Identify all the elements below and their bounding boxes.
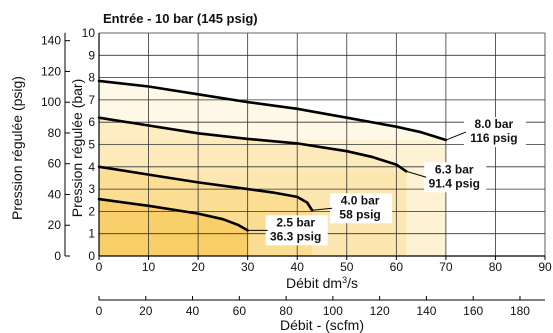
x-secondary-tick-label: 0 xyxy=(96,304,103,318)
series-line xyxy=(97,197,249,232)
x-bottom-tick-label: 30 xyxy=(241,260,255,274)
x-secondary-tick-label: 140 xyxy=(416,304,436,318)
x-bottom-tick-label: 90 xyxy=(538,260,552,274)
x-bottom-tick-label: 50 xyxy=(340,260,354,274)
y-left-tick-label: 100 xyxy=(41,95,61,109)
y-right-tick-label: 7 xyxy=(88,93,95,107)
x-secondary-tick-label: 100 xyxy=(323,304,343,318)
fill-under-curve xyxy=(99,199,248,256)
x-bottom-tick-label: 0 xyxy=(96,260,103,274)
y-right-tick-label: 6 xyxy=(88,115,95,129)
series-line xyxy=(97,79,448,142)
y-right-tick-label: 2 xyxy=(88,204,95,218)
series-label-psig: 58 psig xyxy=(339,207,380,221)
series-label-bar: 4.0 bar xyxy=(341,193,380,207)
series-leader-line xyxy=(312,207,333,211)
x-bottom-tick-label: 60 xyxy=(390,260,404,274)
series-label-bg xyxy=(463,117,526,148)
y-right-tick-label: 0 xyxy=(88,249,95,263)
y-left-tick-label: 0 xyxy=(54,249,61,263)
x-secondary-tick-label: 160 xyxy=(463,304,483,318)
x-secondary-tick-label: 80 xyxy=(279,304,293,318)
series-label-psig: 36.3 psig xyxy=(270,229,321,243)
series-label-bg xyxy=(265,215,328,246)
x-secondary-tick-label: 60 xyxy=(233,304,247,318)
series-curves xyxy=(97,79,448,232)
x-secondary-tick-label: 40 xyxy=(186,304,200,318)
y-right-tick-label: 1 xyxy=(88,227,95,241)
series-label-bar: 8.0 bar xyxy=(475,117,514,131)
x-bottom-tick-label: 20 xyxy=(191,260,205,274)
series-line xyxy=(97,116,408,173)
chart-title: Entrée - 10 bar (145 psig) xyxy=(103,11,258,26)
series-label-bar: 6.3 bar xyxy=(435,162,474,176)
y-right-axis-label: Pression régulée (bar) xyxy=(69,79,85,218)
y-right-tick-label: 9 xyxy=(88,48,95,62)
y-left-tick-label: 20 xyxy=(48,218,62,232)
y-right-tick-label: 8 xyxy=(88,71,95,85)
y-left-tick-label: 80 xyxy=(48,126,62,140)
series-label-psig: 116 psig xyxy=(470,131,517,145)
x-bottom-tick-label: 10 xyxy=(142,260,156,274)
x-bottom-tick-label: 40 xyxy=(291,260,305,274)
x-secondary-tick-label: 120 xyxy=(370,304,390,318)
y-right-tick-label: 3 xyxy=(88,182,95,196)
y-right-tick-label: 4 xyxy=(88,160,95,174)
y-right-tick-label: 10 xyxy=(82,26,96,40)
x-bottom-axis-label: Débit dm3/s xyxy=(286,275,358,291)
x-secondary-tick-label: 20 xyxy=(139,304,153,318)
series-label-psig: 91.4 psig xyxy=(429,176,480,190)
y-left-tick-label: 140 xyxy=(41,34,61,48)
series-label-bg xyxy=(424,162,487,193)
series-leader-line xyxy=(445,131,467,141)
x-secondary-axis-label: Débit - (scfm) xyxy=(280,317,364,333)
y-left-tick-label: 40 xyxy=(48,187,62,201)
x-bottom-tick-label: 80 xyxy=(489,260,503,274)
series-leader-line xyxy=(406,170,427,178)
series-label-bar: 2.5 bar xyxy=(276,215,315,229)
y-left-tick-label: 60 xyxy=(48,157,62,171)
x-secondary-tick-label: 180 xyxy=(510,304,530,318)
y-left-tick-label: 120 xyxy=(41,64,61,78)
series-line xyxy=(97,165,314,212)
x-bottom-tick-label: 70 xyxy=(439,260,453,274)
y-left-axis-label: Pression régulée (psig) xyxy=(9,76,25,220)
y-right-tick-label: 5 xyxy=(88,138,95,152)
series-label-bg xyxy=(330,193,393,224)
